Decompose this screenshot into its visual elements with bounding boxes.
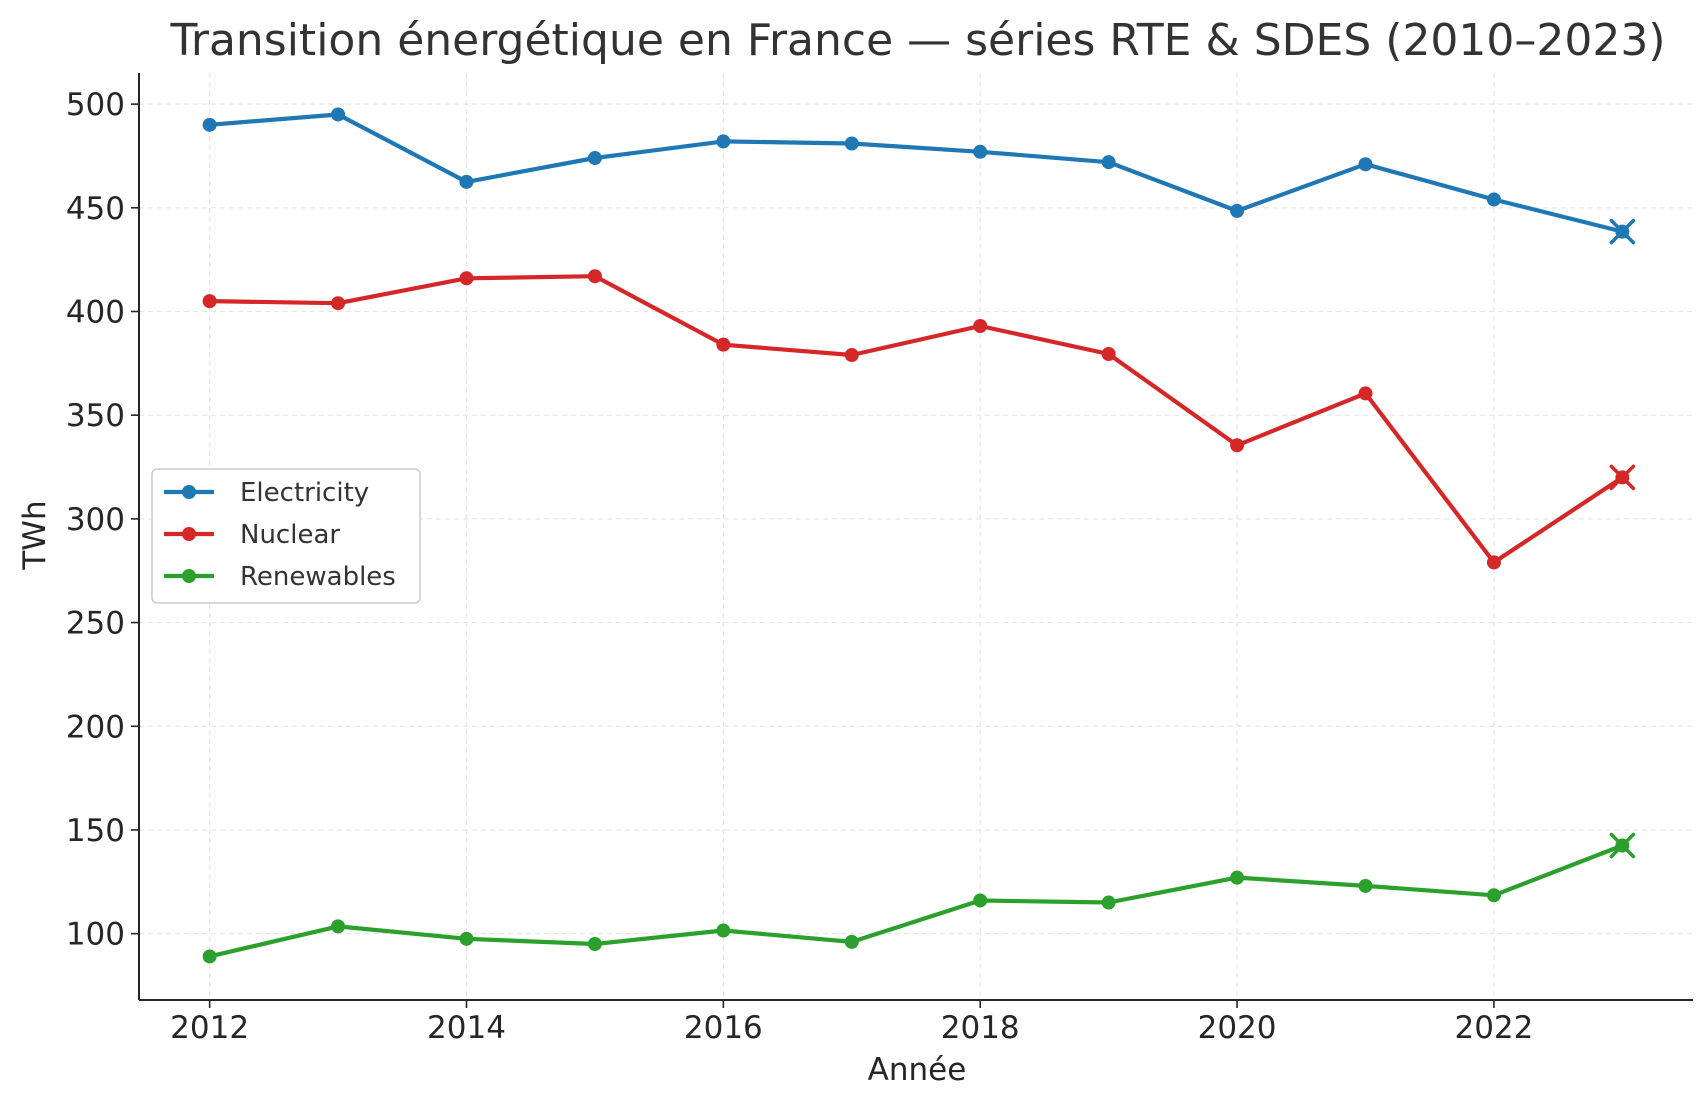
chart-title: Transition énergétique en France — série…	[169, 15, 1665, 66]
data-point-electricity	[459, 174, 474, 189]
data-point-electricity	[1101, 155, 1116, 170]
series	[202, 107, 1636, 964]
legend-marker	[182, 485, 196, 499]
y-tick-label: 100	[66, 917, 125, 953]
legend-label: Electricity	[240, 478, 369, 508]
series-line-renewables	[207, 843, 1625, 959]
data-point-renewables	[331, 919, 346, 934]
data-point-electricity	[587, 151, 602, 166]
data-point-nuclear	[202, 294, 217, 309]
data-point-renewables	[459, 931, 474, 946]
data-point-electricity	[202, 117, 217, 132]
data-point-nuclear	[331, 296, 346, 311]
y-tick-label: 500	[66, 87, 125, 123]
last-point-marker-renewables	[1609, 832, 1636, 859]
legend-item-renewables: Renewables	[164, 562, 396, 592]
x-tick-label: 2022	[1454, 1010, 1533, 1046]
x-tick-label: 2020	[1198, 1010, 1277, 1046]
y-tick-label: 250	[66, 606, 125, 642]
legend-label: Renewables	[240, 562, 396, 592]
axes	[131, 73, 1693, 1008]
legend-marker	[182, 569, 196, 583]
data-point-renewables	[716, 923, 731, 938]
y-tick-label: 200	[66, 709, 125, 745]
data-point-electricity	[844, 136, 859, 151]
data-point-electricity	[1486, 192, 1501, 207]
y-tick-label: 150	[66, 813, 125, 849]
x-tick-label: 2018	[941, 1010, 1020, 1046]
data-point-electricity	[973, 144, 988, 159]
data-point-nuclear	[1358, 386, 1373, 401]
data-point-nuclear	[973, 319, 988, 334]
series-renewables	[202, 832, 1636, 964]
y-tick-label: 450	[66, 191, 125, 227]
data-point-nuclear	[1230, 438, 1245, 453]
data-point-electricity	[1358, 157, 1373, 172]
x-tick-label: 2016	[684, 1010, 763, 1046]
data-point-nuclear	[587, 269, 602, 284]
y-tick-label: 350	[66, 398, 125, 434]
data-point-renewables	[1101, 895, 1116, 910]
series-electricity	[202, 107, 1636, 245]
data-point-renewables	[1358, 878, 1373, 893]
y-tick-label: 400	[66, 294, 125, 330]
series-nuclear	[202, 269, 1636, 570]
legend-frame	[151, 468, 421, 604]
legend-item-electricity: Electricity	[164, 478, 369, 508]
data-point-renewables	[587, 937, 602, 952]
last-point-marker-electricity	[1609, 218, 1636, 245]
y-tick-label: 300	[66, 502, 125, 538]
data-point-nuclear	[1101, 347, 1116, 362]
tick-labels: 100 150 200 250 300 350 400 450 500 2012 2014 2016 2…	[66, 87, 1534, 1046]
series-line-nuclear	[207, 274, 1625, 565]
data-point-nuclear	[459, 271, 474, 286]
series-line-electricity	[207, 112, 1625, 234]
data-point-electricity	[716, 134, 731, 149]
data-point-nuclear	[844, 348, 859, 363]
last-point-marker-nuclear	[1609, 464, 1636, 491]
data-point-renewables	[973, 893, 988, 908]
y-axis-label: TWh	[17, 500, 53, 570]
legend-marker	[182, 527, 196, 541]
data-point-electricity	[331, 107, 346, 122]
x-axis-label: Année	[868, 1052, 967, 1088]
grid	[139, 73, 1693, 1000]
legend-label: Nuclear	[240, 520, 340, 550]
data-point-nuclear	[1486, 555, 1501, 570]
legend-item-nuclear: Nuclear	[164, 520, 340, 550]
data-point-nuclear	[716, 337, 731, 352]
x-tick-label: 2012	[170, 1010, 249, 1046]
data-point-renewables	[1486, 888, 1501, 903]
data-point-renewables	[844, 934, 859, 949]
data-point-renewables	[1230, 870, 1245, 885]
legend: Electricity Nuclear Renewables	[151, 468, 421, 604]
data-point-electricity	[1230, 203, 1245, 218]
data-point-renewables	[202, 949, 217, 964]
x-tick-label: 2014	[427, 1010, 506, 1046]
